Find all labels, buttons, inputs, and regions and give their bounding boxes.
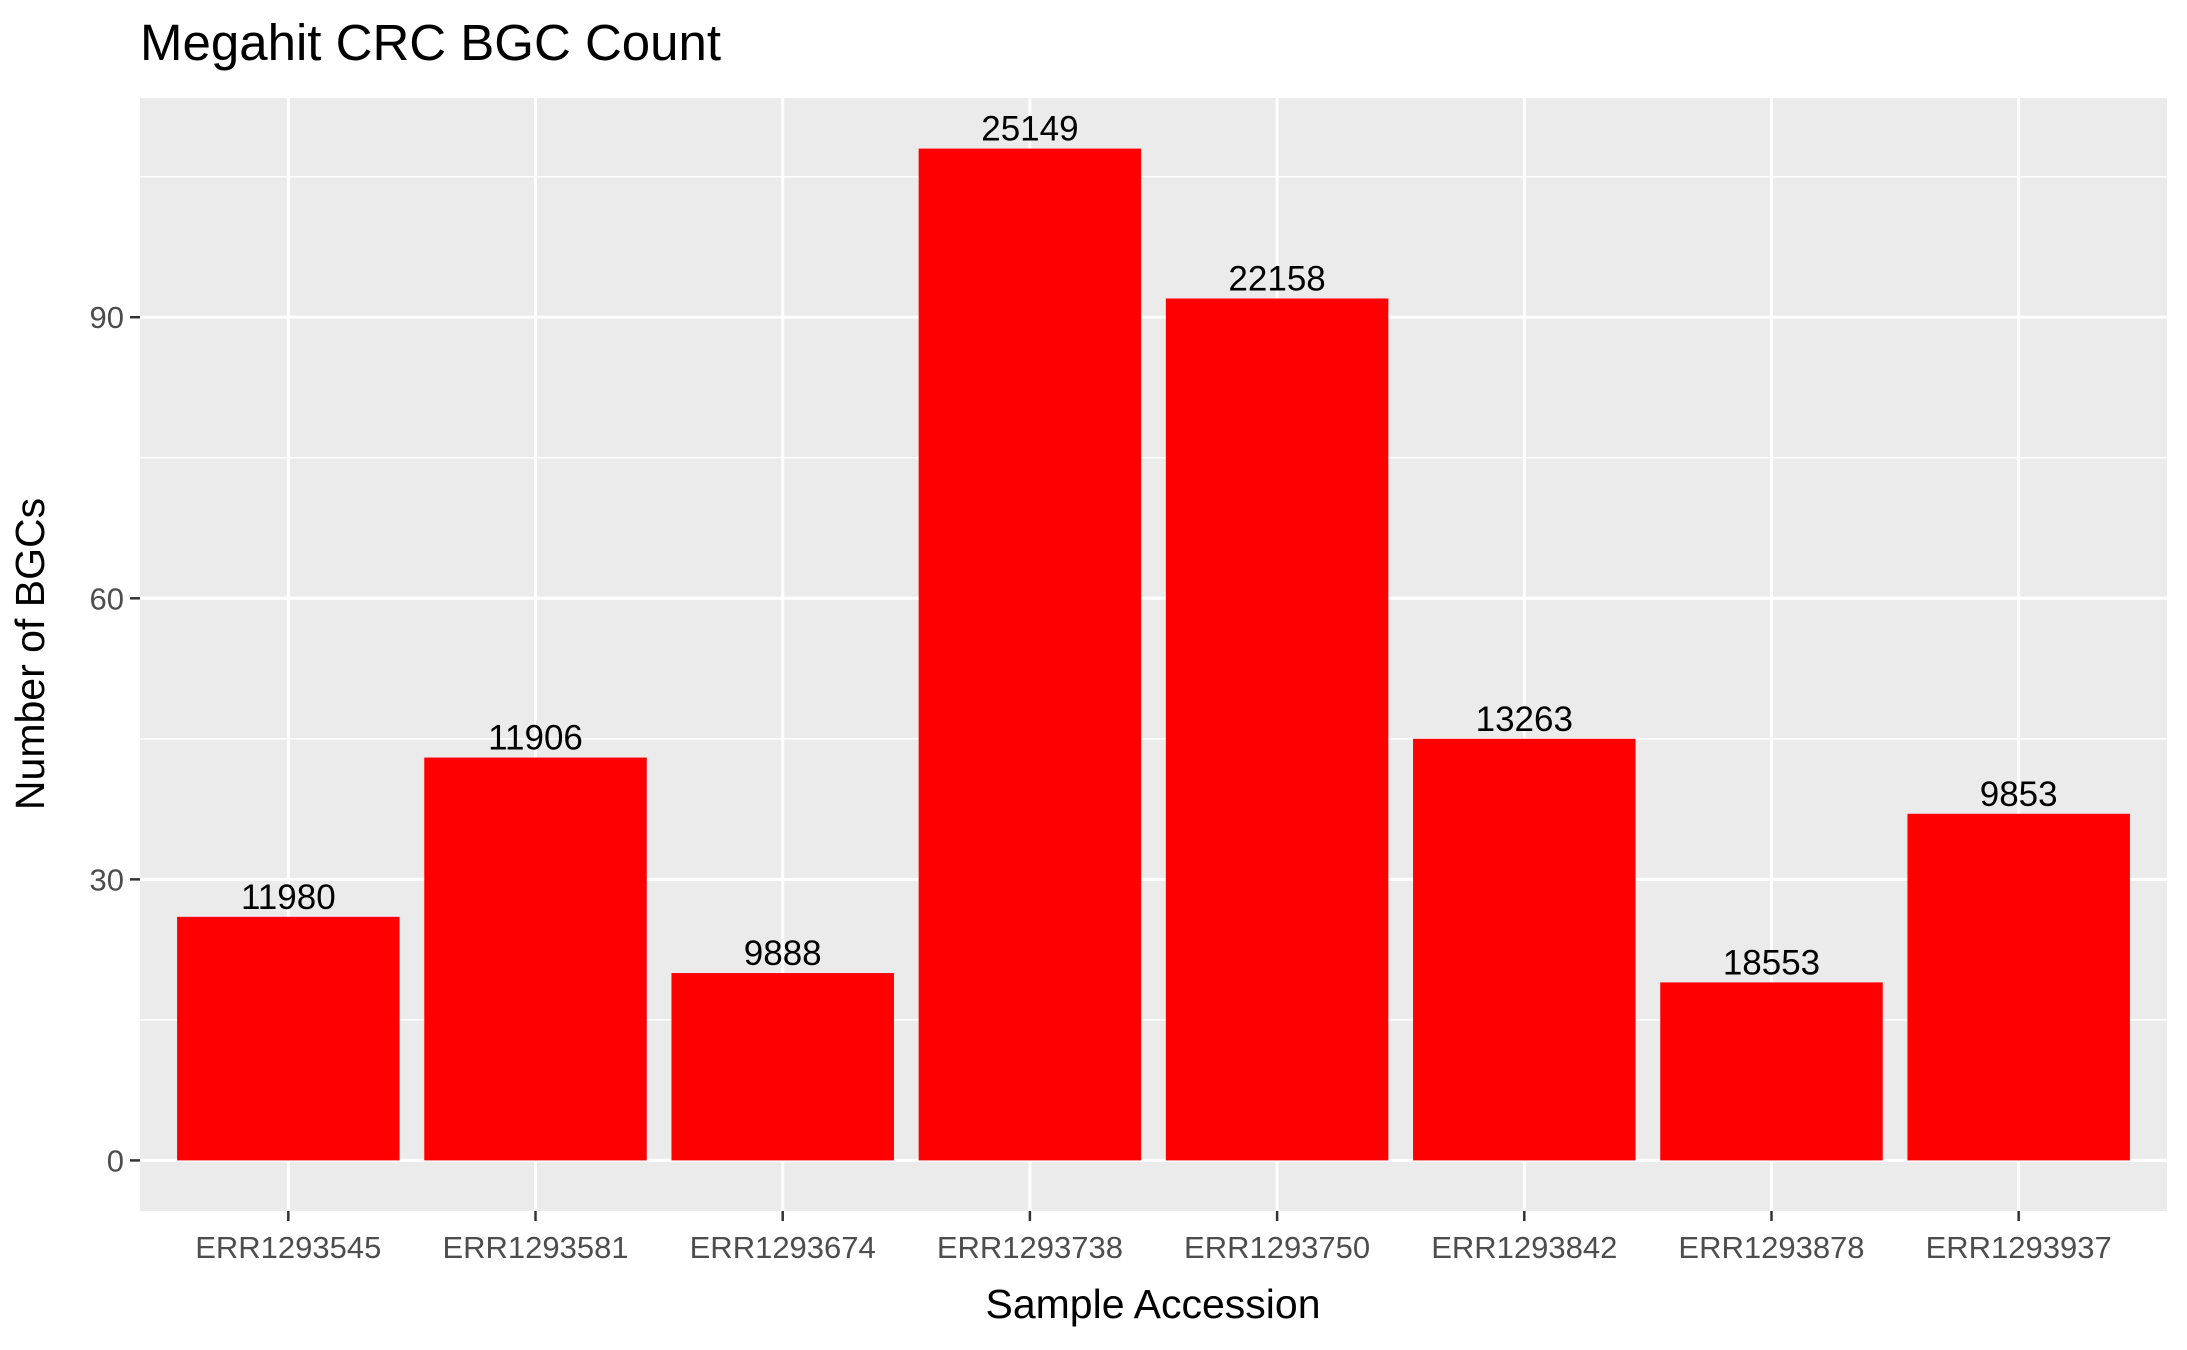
bar-label-ERR1293842: 13263 — [1476, 700, 1573, 739]
bar-label-ERR1293750: 22158 — [1228, 259, 1325, 298]
y-tick-label: 90 — [90, 300, 124, 335]
y-tick-label: 30 — [90, 862, 124, 897]
bar-label-ERR1293581: 11906 — [488, 719, 583, 758]
y-tick-label: 60 — [90, 581, 124, 616]
bar-label-ERR1293738: 25149 — [981, 110, 1078, 149]
x-tick-label: ERR1293842 — [1431, 1230, 1617, 1265]
chart-title: Megahit CRC BGC Count — [140, 14, 721, 71]
bar-ERR1293750 — [1165, 298, 1389, 1161]
bar-labels: 11980 11906 9888 25149 22158 13263 18553 9853 — [241, 110, 2058, 983]
x-axis-title: Sample Accession — [985, 1281, 1320, 1327]
bar-ERR1293545 — [177, 916, 400, 1161]
x-tick-label: ERR1293738 — [937, 1230, 1123, 1265]
x-axis: ERR1293545 ERR1293581 ERR1293674 ERR1293738… — [195, 1211, 2112, 1265]
bar-label-ERR1293937: 9853 — [1980, 775, 2058, 814]
y-tick-label: 0 — [107, 1143, 124, 1178]
bar-ERR1293674 — [671, 973, 894, 1161]
bar-ERR1293581 — [424, 757, 647, 1161]
bar-ERR1293878 — [1660, 982, 1883, 1161]
bar-ERR1293738 — [918, 148, 1142, 1161]
x-tick-label: ERR1293878 — [1678, 1230, 1864, 1265]
x-tick-label: ERR1293937 — [1926, 1230, 2112, 1265]
bars — [177, 148, 2130, 1161]
bar-label-ERR1293545: 11980 — [241, 878, 336, 917]
bar-ERR1293842 — [1413, 738, 1636, 1161]
bar-label-ERR1293674: 9888 — [744, 934, 822, 973]
y-axis-title: Number of BGCs — [7, 498, 53, 810]
bar-label-ERR1293878: 18553 — [1723, 943, 1820, 982]
y-axis: 0 30 60 90 — [90, 300, 140, 1178]
bar-ERR1293937 — [1907, 813, 2130, 1161]
x-tick-label: ERR1293581 — [442, 1230, 628, 1265]
x-tick-label: ERR1293674 — [690, 1230, 876, 1265]
x-tick-label: ERR1293545 — [195, 1230, 381, 1265]
x-tick-label: ERR1293750 — [1184, 1230, 1370, 1265]
